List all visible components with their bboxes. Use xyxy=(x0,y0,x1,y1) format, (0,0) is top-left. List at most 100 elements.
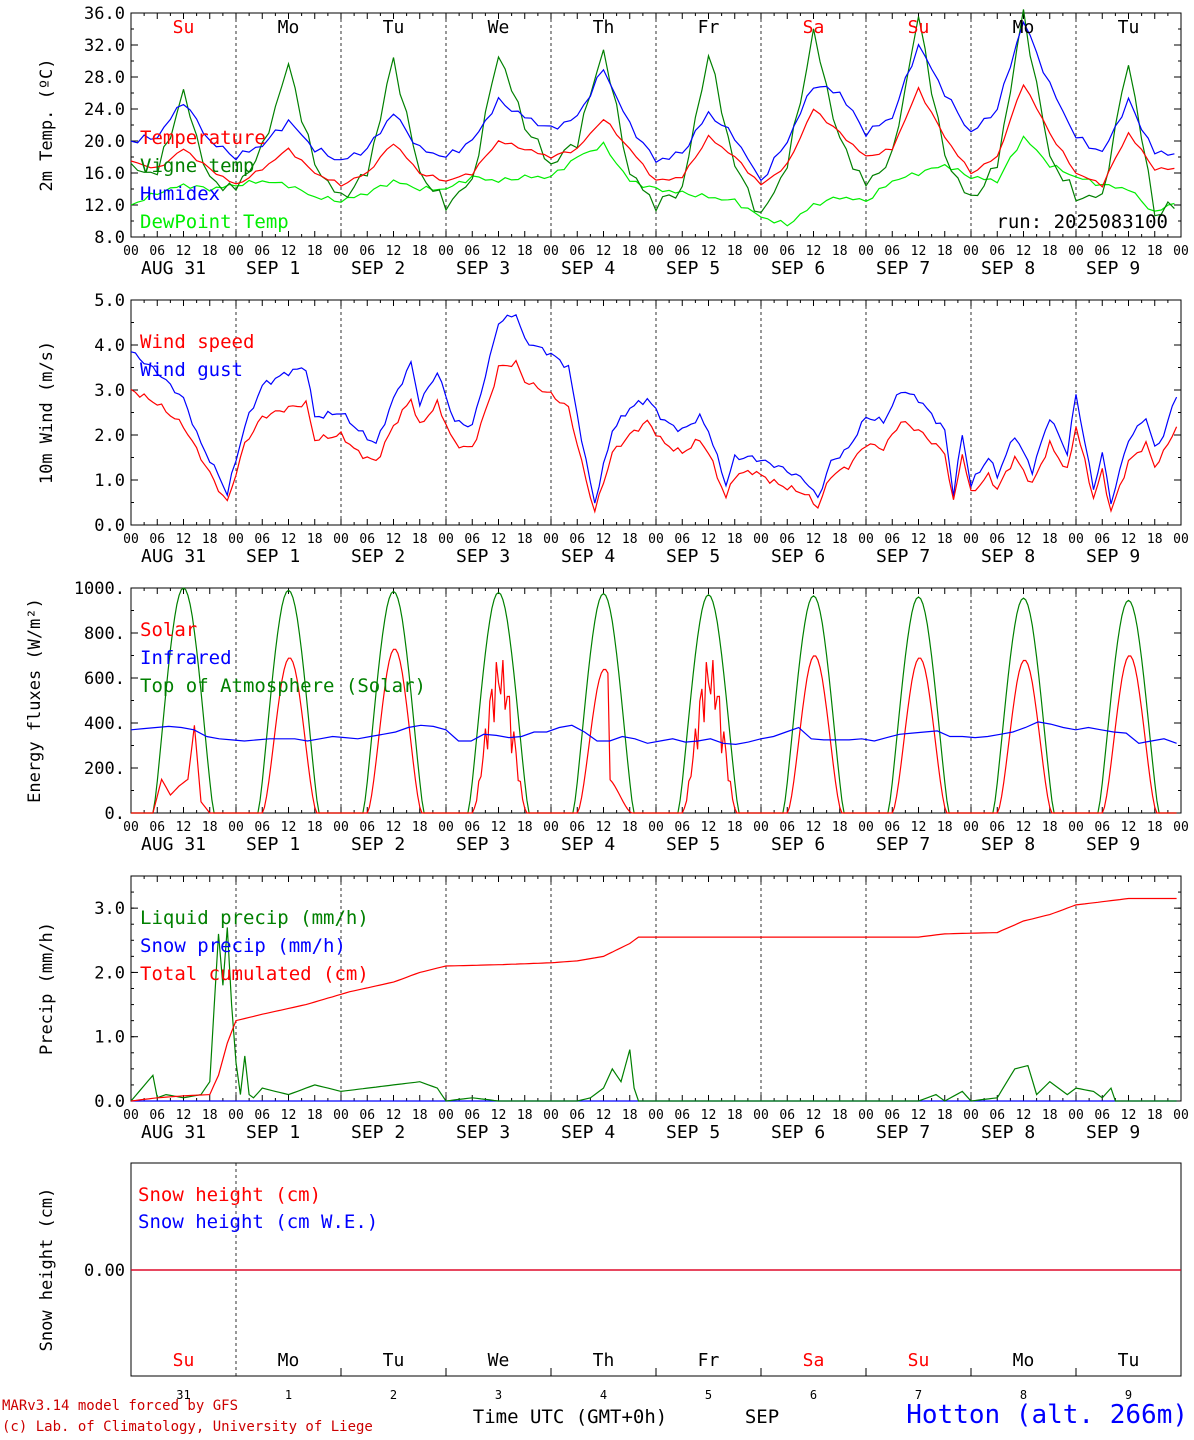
y-tick-label: 32.0 xyxy=(84,36,125,56)
hour-tick-label: 12 xyxy=(281,532,297,547)
panel-3-frame xyxy=(130,587,1182,814)
y-tick-label: 600. xyxy=(84,669,125,689)
hour-tick-label: 12 xyxy=(596,1108,612,1123)
date-label: SEP 7 xyxy=(876,258,930,279)
series-line-vigne-temp xyxy=(130,9,1175,217)
hour-tick-label: 06 xyxy=(254,532,270,547)
weekday-label: Tu xyxy=(1118,17,1140,38)
y-tick-label: 5.0 xyxy=(94,291,125,311)
hour-tick-label: 00 xyxy=(333,820,349,835)
legend-entry: Temperature xyxy=(140,127,266,149)
hour-tick-label: 06 xyxy=(1094,244,1110,259)
weekday-label: Mo xyxy=(278,17,300,38)
hour-tick-label: 00 xyxy=(333,244,349,259)
hour-tick-label: 12 xyxy=(806,1108,822,1123)
date-label: SEP 1 xyxy=(246,834,300,855)
hour-tick-label: 06 xyxy=(989,532,1005,547)
hour-tick-label: 18 xyxy=(1147,244,1163,259)
y-tick-label: 12.0 xyxy=(84,196,125,216)
hour-tick-label: 06 xyxy=(884,244,900,259)
y-axis-label: 2m Temp. (ºC) xyxy=(37,58,57,191)
weekday-label: Th xyxy=(593,17,615,38)
legend-entry: Snow height (cm) xyxy=(138,1184,321,1206)
hour-tick-label: 18 xyxy=(307,244,323,259)
hour-tick-label: 12 xyxy=(491,532,507,547)
hour-tick-label: 00 xyxy=(1068,532,1084,547)
hour-tick-label: 18 xyxy=(1147,532,1163,547)
hour-tick-label: 00 xyxy=(1173,1108,1189,1123)
weekday-label: Su xyxy=(908,1350,930,1371)
hour-tick-label: 06 xyxy=(149,244,165,259)
date-label: SEP 9 xyxy=(1086,834,1140,855)
y-tick-label: 200. xyxy=(84,759,125,779)
hour-tick-label: 06 xyxy=(569,244,585,259)
date-label: SEP 5 xyxy=(666,834,720,855)
date-label: SEP 7 xyxy=(876,1122,930,1143)
weekday-label: Su xyxy=(173,17,195,38)
y-axis-label: Energy fluxes (W/m²) xyxy=(25,598,45,803)
hour-tick-label: 00 xyxy=(753,532,769,547)
hour-tick-label: 00 xyxy=(228,244,244,259)
hour-tick-label: 18 xyxy=(202,532,218,547)
hour-tick-label: 00 xyxy=(123,820,139,835)
date-label: SEP 3 xyxy=(456,258,510,279)
weekday-label: Tu xyxy=(383,1350,405,1371)
date-label: SEP 9 xyxy=(1086,1122,1140,1143)
hour-tick-label: 18 xyxy=(307,820,323,835)
hour-tick-label: 12 xyxy=(701,1108,717,1123)
date-label: SEP 4 xyxy=(561,546,615,567)
weekday-label: Tu xyxy=(1118,1350,1140,1371)
hour-tick-label: 06 xyxy=(149,532,165,547)
hour-tick-label: 06 xyxy=(359,820,375,835)
y-tick-label: 3.0 xyxy=(94,899,125,919)
hour-tick-label: 18 xyxy=(937,820,953,835)
hour-tick-label: 18 xyxy=(727,244,743,259)
y-tick-label: 36.0 xyxy=(84,4,125,24)
date-label: SEP 2 xyxy=(351,258,405,279)
hour-tick-label: 18 xyxy=(307,532,323,547)
hour-tick-label: 06 xyxy=(989,820,1005,835)
hour-tick-label: 18 xyxy=(412,244,428,259)
weekday-label: We xyxy=(488,17,510,38)
hour-tick-label: 06 xyxy=(254,820,270,835)
legend-entry: DewPoint Temp xyxy=(140,211,289,233)
weekday-label: Th xyxy=(593,1350,615,1371)
hour-tick-label: 18 xyxy=(622,820,638,835)
hour-tick-label: 12 xyxy=(911,820,927,835)
hour-tick-label: 06 xyxy=(674,1108,690,1123)
date-label: SEP 2 xyxy=(351,1122,405,1143)
hour-tick-label: 00 xyxy=(123,532,139,547)
hour-tick-label: 18 xyxy=(727,1108,743,1123)
hour-tick-label: 12 xyxy=(176,532,192,547)
y-axis-label: Snow height (cm) xyxy=(37,1188,57,1352)
hour-tick-label: 12 xyxy=(701,532,717,547)
hour-tick-label: 18 xyxy=(517,820,533,835)
hour-tick-label: 00 xyxy=(648,1108,664,1123)
day-number-label: 3 xyxy=(495,1388,502,1402)
weekday-label: Fr xyxy=(698,17,720,38)
hour-tick-label: 12 xyxy=(386,244,402,259)
hour-tick-label: 00 xyxy=(543,244,559,259)
panel-2-frame xyxy=(130,299,1182,526)
hour-tick-label: 00 xyxy=(858,1108,874,1123)
hour-tick-label: 06 xyxy=(674,244,690,259)
date-label: SEP 4 xyxy=(561,834,615,855)
hour-tick-label: 06 xyxy=(779,1108,795,1123)
weekday-label: Mo xyxy=(1013,17,1035,38)
x-axis-label: Time UTC (GMT+0h) xyxy=(473,1406,667,1428)
hour-tick-label: 12 xyxy=(1016,532,1032,547)
series-line-humidex xyxy=(130,20,1175,182)
date-label: SEP 9 xyxy=(1086,258,1140,279)
date-label: AUG 31 xyxy=(141,834,206,855)
hour-tick-label: 00 xyxy=(123,1108,139,1123)
hour-tick-label: 12 xyxy=(491,820,507,835)
hour-tick-label: 06 xyxy=(989,244,1005,259)
hour-tick-label: 06 xyxy=(254,1108,270,1123)
date-label: SEP 2 xyxy=(351,546,405,567)
date-label: SEP 2 xyxy=(351,834,405,855)
y-tick-label: 4.0 xyxy=(94,336,125,356)
date-label: SEP 6 xyxy=(771,1122,825,1143)
date-label: SEP 5 xyxy=(666,1122,720,1143)
hour-tick-label: 12 xyxy=(491,1108,507,1123)
hour-tick-label: 12 xyxy=(806,244,822,259)
